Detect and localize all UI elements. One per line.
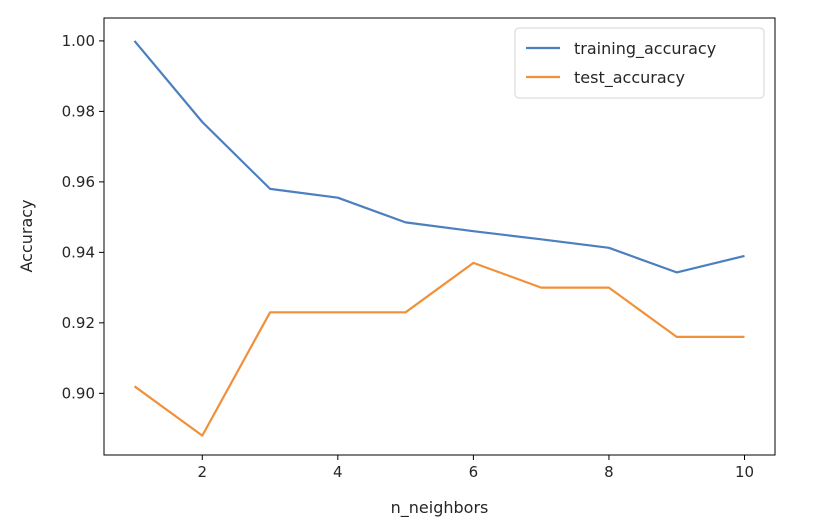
x-axis-label: n_neighbors	[391, 498, 489, 518]
plot-frame	[103, 17, 776, 456]
y-tick-label: 0.98	[62, 102, 95, 120]
y-axis: 0.90 0.92 0.94 0.96 0.98 1.00	[62, 32, 104, 402]
x-tick-label: 10	[735, 463, 754, 481]
x-tick-label: 6	[469, 463, 479, 481]
x-axis: 2 4 6 8 10	[198, 455, 754, 481]
x-tick-label: 2	[198, 463, 208, 481]
series-lines	[133, 40, 745, 437]
y-axis-label: Accuracy	[17, 199, 36, 272]
y-tick-label: 0.96	[62, 173, 95, 191]
x-tick-label: 4	[333, 463, 343, 481]
y-tick-label: 0.92	[62, 314, 95, 332]
y-tick-label: 0.94	[62, 243, 95, 261]
plot-area: 2 4 6 8 10 0.90 0.92 0.94 0.96 0.98 1.00	[62, 17, 776, 481]
legend-box	[514, 27, 765, 99]
y-tick-label: 0.90	[62, 384, 95, 402]
legend: training_accuracy test_accuracy	[514, 27, 765, 99]
legend-label-test-accuracy: test_accuracy	[574, 68, 685, 88]
y-tick-label: 1.00	[62, 32, 95, 50]
legend-label-training-accuracy: training_accuracy	[574, 39, 716, 59]
series-line-test-accuracy	[133, 261, 745, 437]
x-tick-label: 8	[604, 463, 614, 481]
series-line-training-accuracy	[133, 40, 745, 274]
